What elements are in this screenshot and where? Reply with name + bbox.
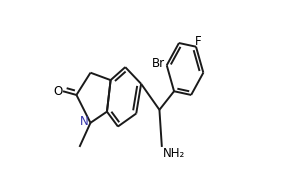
Text: F: F [194,36,201,49]
Text: O: O [54,85,63,98]
Text: NH₂: NH₂ [163,147,185,160]
Text: N: N [80,115,89,128]
Text: Br: Br [152,57,165,70]
